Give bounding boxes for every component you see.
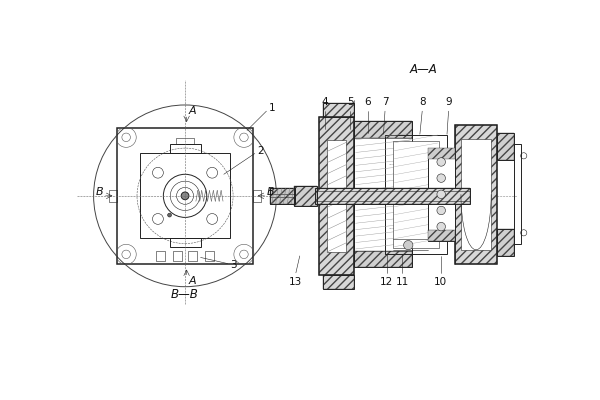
Text: 1: 1 (269, 103, 275, 113)
Text: 6: 6 (365, 97, 371, 107)
Bar (354, 250, 412, 268)
Bar (271, 188, 295, 204)
Bar (140, 154, 230, 238)
Bar (393, 141, 439, 248)
Bar (271, 197, 295, 204)
Bar (455, 125, 497, 264)
Bar (323, 104, 354, 117)
Bar (173, 251, 182, 260)
Text: 12: 12 (380, 277, 393, 287)
Text: 4: 4 (321, 97, 328, 107)
Bar (205, 251, 215, 260)
Bar (170, 144, 200, 154)
Bar (315, 188, 470, 204)
Bar (354, 121, 412, 138)
Text: 9: 9 (445, 97, 452, 107)
Circle shape (437, 206, 445, 215)
Text: B: B (266, 187, 274, 197)
Bar (323, 275, 354, 289)
Bar (455, 125, 497, 264)
Text: 7: 7 (382, 97, 388, 107)
Circle shape (437, 190, 445, 198)
Circle shape (181, 192, 189, 200)
Bar (293, 186, 317, 206)
Bar (271, 188, 295, 204)
Circle shape (167, 213, 172, 217)
Circle shape (404, 240, 413, 250)
Bar (497, 229, 514, 256)
Text: 13: 13 (289, 277, 302, 287)
Bar (461, 139, 491, 250)
Bar (428, 148, 455, 240)
Bar (170, 238, 200, 248)
Text: A: A (189, 276, 197, 286)
Bar (155, 251, 165, 260)
Bar (319, 117, 354, 275)
Bar (497, 229, 514, 256)
Text: 10: 10 (434, 277, 448, 287)
Text: B: B (96, 187, 104, 197)
Bar (176, 138, 194, 144)
Text: 5: 5 (347, 97, 353, 107)
Circle shape (437, 158, 445, 166)
Text: B—B: B—B (171, 288, 199, 301)
Bar (271, 188, 295, 194)
Bar (188, 251, 197, 260)
Bar (315, 188, 470, 204)
Bar (497, 133, 514, 160)
Text: 2: 2 (257, 146, 263, 156)
Bar (253, 190, 261, 202)
Text: 8: 8 (419, 97, 425, 107)
Bar (327, 140, 346, 252)
Bar (497, 133, 514, 160)
Circle shape (437, 174, 445, 182)
Bar (117, 128, 253, 264)
Bar (109, 190, 117, 202)
Bar (323, 104, 354, 117)
Bar (428, 230, 455, 240)
Text: A: A (189, 106, 197, 116)
Text: 11: 11 (395, 277, 409, 287)
Circle shape (437, 222, 445, 231)
Bar (385, 135, 447, 254)
Text: A—A: A—A (410, 63, 437, 76)
Bar (428, 148, 455, 159)
Bar (514, 144, 521, 244)
Text: 3: 3 (230, 260, 236, 270)
Bar (319, 117, 354, 275)
Bar (354, 121, 412, 268)
Bar (323, 275, 354, 289)
Bar (293, 186, 317, 206)
